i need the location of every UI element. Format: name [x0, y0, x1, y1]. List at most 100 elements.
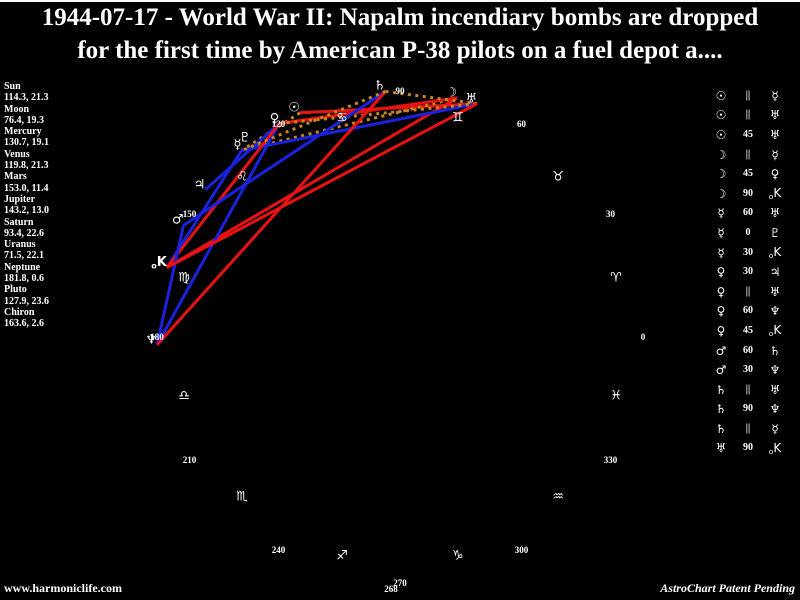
aspect-row: ☽ 90 oK [708, 184, 788, 204]
aspect-planet1-glyph: ♄ [715, 382, 727, 397]
aspect-type: || [745, 109, 751, 121]
patent-pending-label: AstroChart Patent Pending [660, 581, 795, 595]
ring-degree-label: 0 [640, 332, 646, 342]
ring-degree-label: 240 [271, 545, 286, 556]
planet-longitude-declination: 130.7, 19.1 [4, 137, 49, 149]
zodiac-sign-sagittarius-icon: ♐ [336, 548, 348, 564]
page-title-line-2: for the first time by American P-38 pilo… [77, 37, 723, 64]
aspect-row: ☿ 60 ♅ [708, 204, 788, 224]
ring-degree-label: 30 [605, 209, 615, 219]
planet-longitude-declination: 143.2, 13.0 [4, 205, 49, 217]
planet-glyph-neptune: ♆ [145, 331, 158, 347]
aspect-type: || [745, 422, 751, 434]
aspect-planet1-glyph: ♀ [716, 304, 726, 319]
aspect-type: || [745, 383, 751, 395]
zodiac-sign-aries-icon: ♈ [610, 270, 622, 286]
ring-degree-label: 180 [150, 332, 164, 342]
aspect-planet2-glyph: ♅ [769, 382, 781, 397]
aspect-line-saturn-mercury [240, 90, 387, 152]
aspect-planet2-glyph: ♆ [769, 304, 781, 319]
planet-glyph-jupiter: ♃ [193, 176, 206, 192]
aspect-type: 45 [743, 324, 753, 336]
aspect-planet2-glyph: ♀ [770, 167, 780, 182]
aspect-row: ♂ 30 ♆ [708, 360, 788, 380]
planet-longitude-declination: 76.4, 19.3 [4, 114, 44, 126]
aspect-planet1-glyph: ☉ [715, 88, 727, 103]
aspect-planet2-glyph: oK [768, 186, 782, 202]
ring-degree-label: 270 [393, 578, 407, 588]
planet-name: Pluto [4, 284, 27, 296]
aspect-row: ♀ || ♅ [708, 282, 788, 302]
aspect-list: ☉ || ☿ ☉ || ♅ ☉ 45 ♅ ☽ || ☿ ☽ 45 ♀ ☽ 90 oK ☿ 60 ♅ ☿ 0 ♇ ☿ 30 oK ♀ 30… [708, 86, 788, 458]
aspect-planet2-glyph: ♅ [769, 108, 781, 123]
zodiac-sign-leo-icon: ♌ [236, 169, 248, 185]
aspect-row: ☿ 0 ♇ [708, 223, 788, 243]
planet-glyph-uranus: ♅ [465, 90, 478, 106]
aspect-type: 45 [743, 168, 753, 180]
planet-name: Mercury [4, 126, 42, 138]
planet-longitude-declination: 71.5, 22.1 [4, 250, 44, 262]
aspect-line-saturn-neptune [156, 90, 387, 346]
planet-longitude-declination: 127.9, 23.6 [4, 295, 49, 307]
aspect-planet1-glyph: ☽ [715, 147, 727, 162]
aspect-line-venus-uranus [279, 102, 478, 126]
aspect-type: 60 [743, 344, 753, 356]
aspect-planet2-glyph: ☿ [771, 147, 779, 162]
aspect-type: || [745, 89, 751, 101]
aspect-type: 30 [743, 266, 753, 278]
ring-degree-label: 300 [514, 545, 529, 556]
zodiac-sign-scorpio-icon: ♏ [236, 489, 248, 505]
website-url: www.harmoniclife.com [4, 581, 122, 595]
aspect-line-mars-saturn [182, 90, 387, 227]
angle-label-268: 268 [384, 584, 398, 594]
aspect-line-uranus-chiron [166, 102, 478, 269]
zodiac-sign-aquarius-icon: ♒ [552, 489, 564, 505]
aspect-row: ♀ 60 ♆ [708, 302, 788, 322]
aspect-row: ☉ || ♅ [708, 106, 788, 126]
page-title-line-1: 1944-07-17 - World War II: Napalm incend… [41, 4, 759, 31]
zodiac-sign-cancer-icon: ♋ [336, 110, 348, 126]
aspect-planet2-glyph: oK [768, 440, 782, 456]
aspect-planet1-glyph: ☽ [715, 186, 727, 201]
ring-degree-label: 120 [271, 118, 286, 129]
ring-degree-label: 330 [603, 455, 618, 465]
zodiac-sign-virgo-icon: ♍ [178, 270, 190, 286]
aspect-planet1-glyph: ☿ [717, 245, 725, 260]
aspect-type: || [745, 285, 751, 297]
planet-longitude-declination: 114.3, 21.3 [4, 92, 49, 104]
aspect-planet1-glyph: ♀ [716, 323, 726, 338]
aspect-planet2-glyph: ♅ [769, 206, 781, 221]
planet-glyph-mars: ♂ [171, 212, 184, 228]
zodiac-sign-capricorn-icon: ♑ [452, 548, 464, 564]
aspect-planet2-glyph: ♆ [769, 363, 781, 378]
planet-longitude-declination: 181.8, 0.6 [4, 273, 44, 285]
aspect-row: ☿ 30 oK [708, 243, 788, 263]
ring-degree-label: 60 [517, 118, 526, 129]
planet-glyph-saturn: ♄ [373, 78, 386, 94]
zodiac-sign-pisces-icon: ♓ [610, 388, 622, 404]
planet-longitude-declination: 153.0, 11.4 [4, 182, 49, 194]
aspect-type: 60 [743, 207, 753, 219]
aspect-planet1-glyph: ♀ [716, 265, 726, 280]
planet-position-list: Sun 114.3, 21.3 Moon 76.4, 19.3 Mercury 130.7… [4, 81, 49, 330]
aspect-type: 45 [743, 128, 753, 140]
aspect-planet2-glyph: ☿ [771, 88, 779, 103]
aspect-type: 90 [743, 442, 753, 454]
aspect-row: ☉ 45 ♅ [708, 125, 788, 145]
aspect-line-saturn-uranus [385, 89, 478, 106]
aspect-row: ♅ 90 oK [708, 439, 788, 459]
aspect-row: ☽ 45 ♀ [708, 164, 788, 184]
aspect-line-moon-chiron [166, 96, 458, 269]
aspect-row: ♄ || ♅ [708, 380, 788, 400]
aspect-planet2-glyph: ♆ [769, 402, 781, 417]
planet-name: Uranus [4, 239, 36, 251]
planet-name: Sun [4, 81, 21, 92]
aspect-planet1-glyph: ☉ [715, 108, 727, 123]
planet-longitude-declination: 93.4, 22.6 [4, 227, 44, 239]
ring-degree-label: 90 [395, 86, 405, 96]
aspect-type: 90 [743, 187, 753, 199]
planet-name: Mars [4, 171, 27, 183]
aspect-line-venus-neptune [155, 122, 281, 346]
